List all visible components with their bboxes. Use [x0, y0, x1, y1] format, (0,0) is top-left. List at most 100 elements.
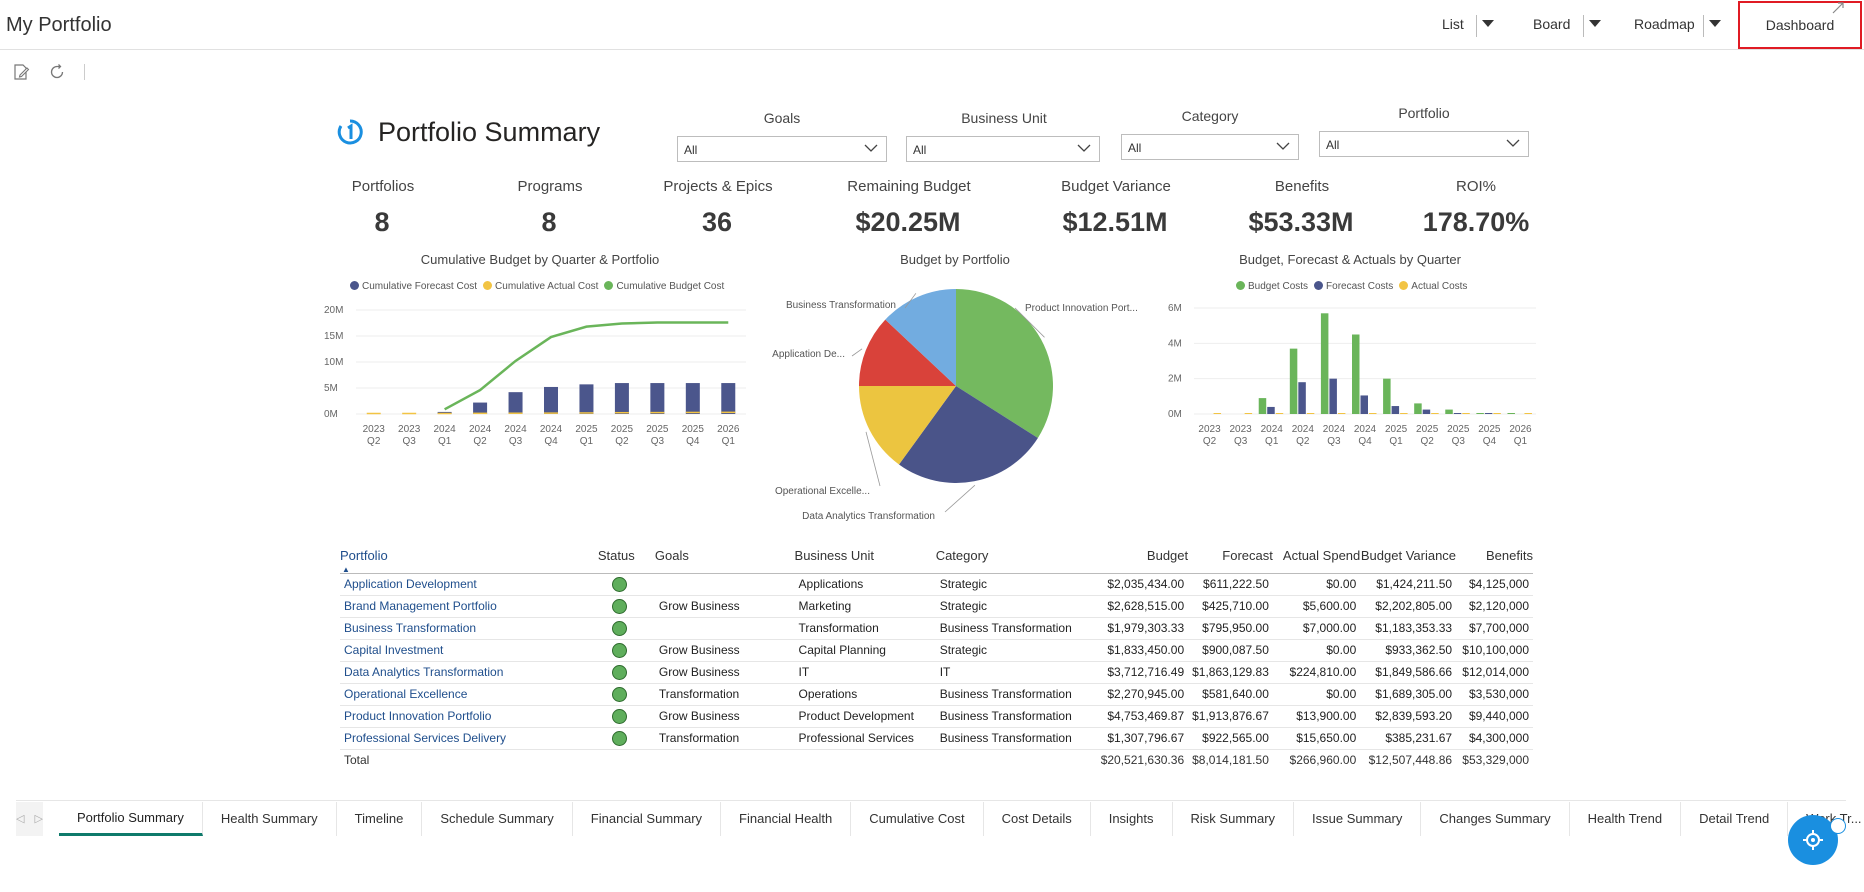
budget-variance-cell: $1,424,211.50 — [1360, 573, 1457, 596]
column-header-goals[interactable]: Goals — [654, 543, 795, 574]
tab-portfolio-summary[interactable]: Portfolio Summary — [58, 801, 203, 836]
column-header-business-unit[interactable]: Business Unit — [794, 543, 936, 574]
column-header-category[interactable]: Category — [935, 543, 1097, 574]
table-row[interactable]: Application Development Applications Strat… — [340, 573, 1533, 596]
tab-scroll-right-icon[interactable]: ▷ — [34, 813, 43, 825]
actual-spend-cell: $0.00 — [1272, 639, 1361, 662]
status-dot-icon — [611, 576, 627, 592]
kpi-roi-label: ROI% — [1455, 178, 1496, 195]
portfolio-link[interactable]: Brand Management Portfolio — [340, 595, 598, 618]
kpi-benefits-value: $53.33M — [1248, 207, 1354, 237]
total-cell: $20,521,630.36 — [1096, 748, 1189, 771]
portfolio-link[interactable]: Capital Investment — [340, 639, 598, 662]
tab-timeline[interactable]: Timeline — [337, 801, 423, 836]
portfolio-link[interactable]: Product Innovation Portfolio — [340, 705, 598, 728]
tab-insights[interactable]: Insights — [1091, 801, 1173, 836]
x-tick-label: Q3 — [509, 436, 523, 447]
tab-health-summary[interactable]: Health Summary — [203, 801, 337, 836]
legend-label: Cumulative Actual Cost — [495, 281, 599, 292]
view-board-button[interactable]: Board — [1533, 16, 1571, 32]
tab-detail-trend[interactable]: Detail Trend — [1681, 801, 1789, 836]
kpi-programs-label: Programs — [517, 178, 583, 195]
category-cell: Business Transformation — [935, 683, 1097, 706]
portfolio-link[interactable]: Professional Services Delivery — [340, 727, 598, 750]
edit-icon[interactable] — [12, 63, 30, 81]
table-row[interactable]: Operational Excellence Transformation Oper… — [340, 683, 1533, 706]
portfolio-slicer[interactable]: All — [1319, 131, 1529, 157]
column-header-benefits[interactable]: Benefits — [1456, 543, 1533, 574]
column-header-forecast[interactable]: Forecast — [1188, 543, 1273, 574]
tab-cost-details[interactable]: Cost Details — [984, 801, 1091, 836]
view-roadmap-button[interactable]: Roadmap — [1634, 16, 1695, 32]
forecast-cell: $795,950.00 — [1188, 617, 1273, 640]
table-row[interactable]: Capital Investment Grow Business Capital P… — [340, 639, 1533, 662]
tab-risk-summary[interactable]: Risk Summary — [1173, 801, 1295, 836]
legend-item[interactable]: Cumulative Budget Cost — [604, 281, 724, 292]
tab-financial-summary[interactable]: Financial Summary — [573, 801, 722, 836]
chevron-down-icon — [1276, 142, 1290, 150]
x-tick-label: Q3 — [1327, 436, 1341, 447]
legend-item[interactable]: Actual Costs — [1399, 281, 1467, 292]
tab-cumulative-cost[interactable]: Cumulative Cost — [851, 801, 984, 836]
tab-schedule-summary[interactable]: Schedule Summary — [422, 801, 573, 836]
tab-financial-health[interactable]: Financial Health — [721, 801, 852, 836]
table-row[interactable]: Professional Services Delivery Transforma… — [340, 727, 1533, 750]
column-header-budget[interactable]: Budget — [1096, 543, 1189, 574]
forecast-cell: $1,913,876.67 — [1188, 705, 1273, 728]
roadmap-dropdown-icon[interactable] — [1709, 20, 1721, 27]
portfolio-link[interactable]: Operational Excellence — [340, 683, 598, 706]
legend-item[interactable]: Forecast Costs — [1314, 281, 1393, 292]
view-list-button[interactable]: List — [1442, 16, 1464, 32]
portfolio-link[interactable]: Data Analytics Transformation — [340, 661, 598, 684]
tab-health-trend[interactable]: Health Trend — [1570, 801, 1682, 836]
column-header-budget-variance[interactable]: Budget Variance — [1360, 543, 1457, 574]
assistant-button[interactable] — [1788, 815, 1838, 865]
status-indicator — [597, 661, 655, 684]
kpi-roi-value: 178.70% — [1422, 207, 1530, 237]
actual-bar — [437, 412, 452, 415]
legend-item[interactable]: Cumulative Forecast Cost — [350, 281, 477, 292]
status-dot-icon — [611, 708, 627, 724]
x-tick-label: Q2 — [1296, 436, 1310, 447]
budget-cell: $1,979,303.33 — [1096, 617, 1189, 640]
tab-changes-summary[interactable]: Changes Summary — [1421, 801, 1570, 836]
table-row[interactable]: Business Transformation Transformation Bus… — [340, 617, 1533, 640]
tab-scroll-left-icon[interactable]: ◁ — [16, 813, 25, 825]
business-unit-slicer-label: Business Unit — [961, 110, 1047, 126]
table-row[interactable]: Data Analytics Transformation Grow Busine… — [340, 661, 1533, 684]
total-label: Total — [340, 748, 598, 771]
table-row[interactable]: Product Innovation Portfolio Grow Busines… — [340, 705, 1533, 728]
legend-item[interactable]: Budget Costs — [1236, 281, 1308, 292]
tab-issue-summary[interactable]: Issue Summary — [1294, 801, 1422, 836]
business-unit-slicer[interactable]: All — [906, 136, 1100, 162]
actual-spend-cell: $0.00 — [1272, 573, 1361, 596]
divider — [84, 64, 85, 80]
column-header-portfolio[interactable]: Portfolio ▲ — [340, 543, 598, 574]
portfolio-link[interactable]: Application Development — [340, 573, 598, 596]
bar-forecast-costs — [1360, 395, 1368, 414]
board-dropdown-icon[interactable] — [1589, 20, 1601, 27]
goals-slicer[interactable]: All — [677, 136, 887, 162]
bar-budget-costs — [1320, 313, 1329, 414]
x-tick-label: Q3 — [1234, 436, 1248, 447]
business-unit-cell: Capital Planning — [794, 639, 936, 662]
legend-item[interactable]: Cumulative Actual Cost — [483, 281, 598, 292]
column-header-status[interactable]: Status — [597, 543, 655, 574]
expand-icon[interactable] — [1832, 2, 1844, 14]
kpi-projects-label: Projects & Epics — [663, 178, 773, 195]
table-row[interactable]: Brand Management Portfolio Grow Business M… — [340, 595, 1533, 618]
status-dot-icon — [611, 598, 627, 614]
column-header-actual-spend[interactable]: Actual Spend — [1272, 543, 1361, 574]
x-tick-label: 2023 — [1198, 424, 1221, 435]
actual-spend-cell: $15,650.00 — [1272, 727, 1361, 750]
x-tick-label: Q4 — [1483, 436, 1497, 447]
x-tick-label: Q4 — [544, 436, 558, 447]
category-cell: Strategic — [935, 639, 1097, 662]
portfolio-link[interactable]: Business Transformation — [340, 617, 598, 640]
budget-variance-cell: $2,202,805.00 — [1360, 595, 1457, 618]
list-dropdown-icon[interactable] — [1482, 20, 1494, 27]
refresh-icon[interactable] — [48, 63, 66, 81]
category-slicer[interactable]: All — [1121, 134, 1299, 160]
table-header: Portfolio ▲ Status Goals Business Unit Ca… — [340, 543, 1533, 574]
view-dashboard-button[interactable]: Dashboard — [1738, 1, 1862, 49]
